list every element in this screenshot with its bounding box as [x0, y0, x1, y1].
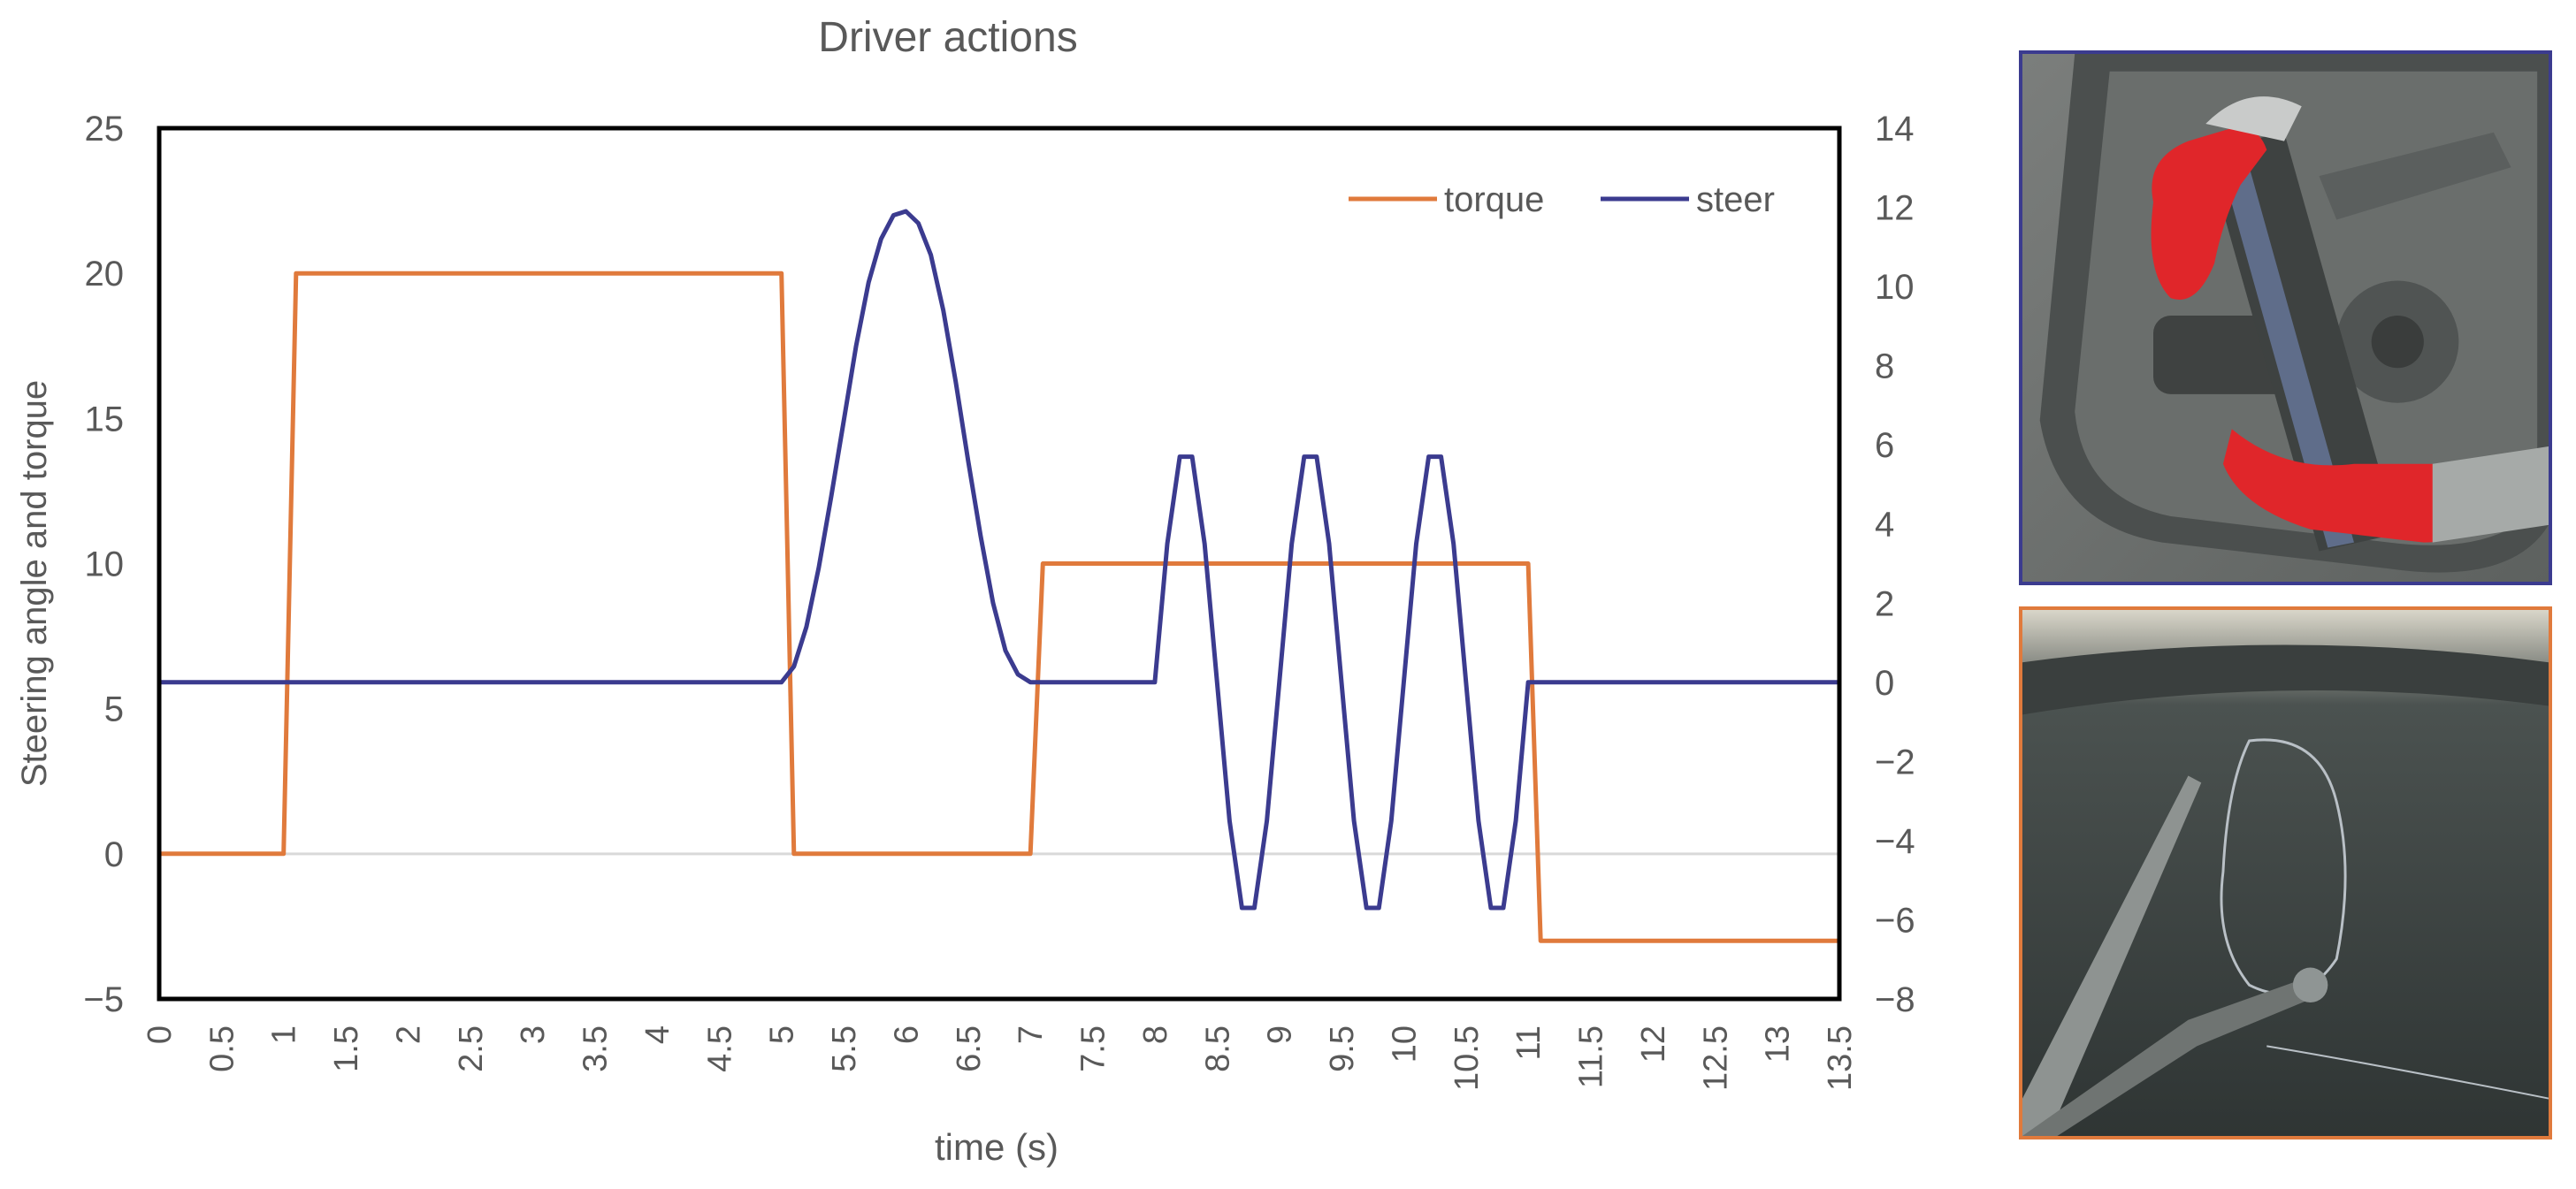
x-tick-label: 5.5 — [826, 1025, 863, 1072]
y-tick-label: 0 — [104, 835, 124, 874]
y-tick-label: 20 — [85, 255, 125, 293]
chart-title: Driver actions — [818, 14, 1077, 61]
y2-tick-label: 14 — [1875, 110, 1915, 149]
x-tick-label: 9 — [1262, 1025, 1299, 1044]
y2-tick-label: 6 — [1875, 426, 1894, 465]
y2-tick-label: −8 — [1875, 980, 1915, 1019]
x-tick-label: 6.5 — [951, 1025, 988, 1072]
x-tick-label: 1 — [266, 1025, 303, 1044]
y2-tick-label: −2 — [1875, 743, 1915, 781]
x-tick-label: 0.5 — [203, 1025, 241, 1072]
y2-tick-label: 0 — [1875, 664, 1894, 703]
x-tick-label: 4.5 — [701, 1025, 738, 1072]
x-tick-label: 13.5 — [1822, 1025, 1859, 1091]
y2-tick-label: 12 — [1875, 189, 1915, 228]
series-line-steer — [157, 209, 1842, 911]
y-tick-label: 5 — [104, 690, 124, 729]
y-tick-label: 25 — [85, 110, 125, 149]
x-tick-label: 2 — [391, 1025, 428, 1044]
x-tick-label: 11.5 — [1573, 1025, 1610, 1088]
x-tick-label: 2.5 — [453, 1025, 490, 1072]
x-tick-label: 8.5 — [1199, 1025, 1236, 1072]
x-tick-label: 10.5 — [1449, 1025, 1486, 1091]
y2-tick-label: −6 — [1875, 901, 1915, 940]
x-tick-label: 11 — [1510, 1025, 1548, 1060]
y-tick-label: −5 — [83, 980, 124, 1019]
y2-tick-label: 8 — [1875, 347, 1894, 386]
driver-actions-chart: Driver actions 2520151050−514121086420−2… — [15, 14, 1915, 1168]
pedal-view-illustration — [2022, 610, 2549, 1136]
steering-wheel-hands-illustration — [2022, 54, 2549, 582]
x-tick-label: 7 — [1013, 1025, 1050, 1044]
y2-tick-label: 10 — [1875, 268, 1915, 307]
steering-wheel-hands-image — [2019, 50, 2552, 585]
x-tick-label: 12 — [1635, 1025, 1672, 1063]
y-tick-label: 10 — [85, 545, 125, 584]
x-tick-label: 7.5 — [1075, 1025, 1112, 1072]
legend-label-steer: steer — [1696, 180, 1775, 219]
series-line-torque — [157, 271, 1842, 943]
y-axis-label: Steering angle and torque — [15, 380, 54, 787]
x-tick-label: 6 — [888, 1025, 925, 1044]
x-tick-label: 12.5 — [1697, 1025, 1734, 1091]
x-tick-label: 13 — [1760, 1025, 1797, 1063]
x-tick-label: 9.5 — [1324, 1025, 1361, 1072]
x-tick-label: 0 — [141, 1025, 179, 1044]
plot-frame — [157, 126, 1842, 1002]
x-tick-label: 3.5 — [577, 1025, 615, 1072]
y2-tick-label: 2 — [1875, 584, 1894, 623]
legend-label-torque: torque — [1444, 180, 1544, 219]
x-tick-label: 5 — [764, 1025, 801, 1044]
x-tick-label: 10 — [1386, 1025, 1423, 1063]
x-tick-label: 8 — [1137, 1025, 1174, 1044]
x-tick-label: 4 — [639, 1025, 676, 1044]
x-tick-label: 3 — [515, 1025, 552, 1044]
pedal-view-image — [2019, 606, 2552, 1139]
y-tick-label: 15 — [85, 400, 125, 438]
y2-tick-label: 4 — [1875, 506, 1894, 545]
y2-tick-label: −4 — [1875, 822, 1915, 861]
x-axis-label: time (s) — [935, 1126, 1059, 1168]
x-tick-label: 1.5 — [328, 1025, 365, 1072]
